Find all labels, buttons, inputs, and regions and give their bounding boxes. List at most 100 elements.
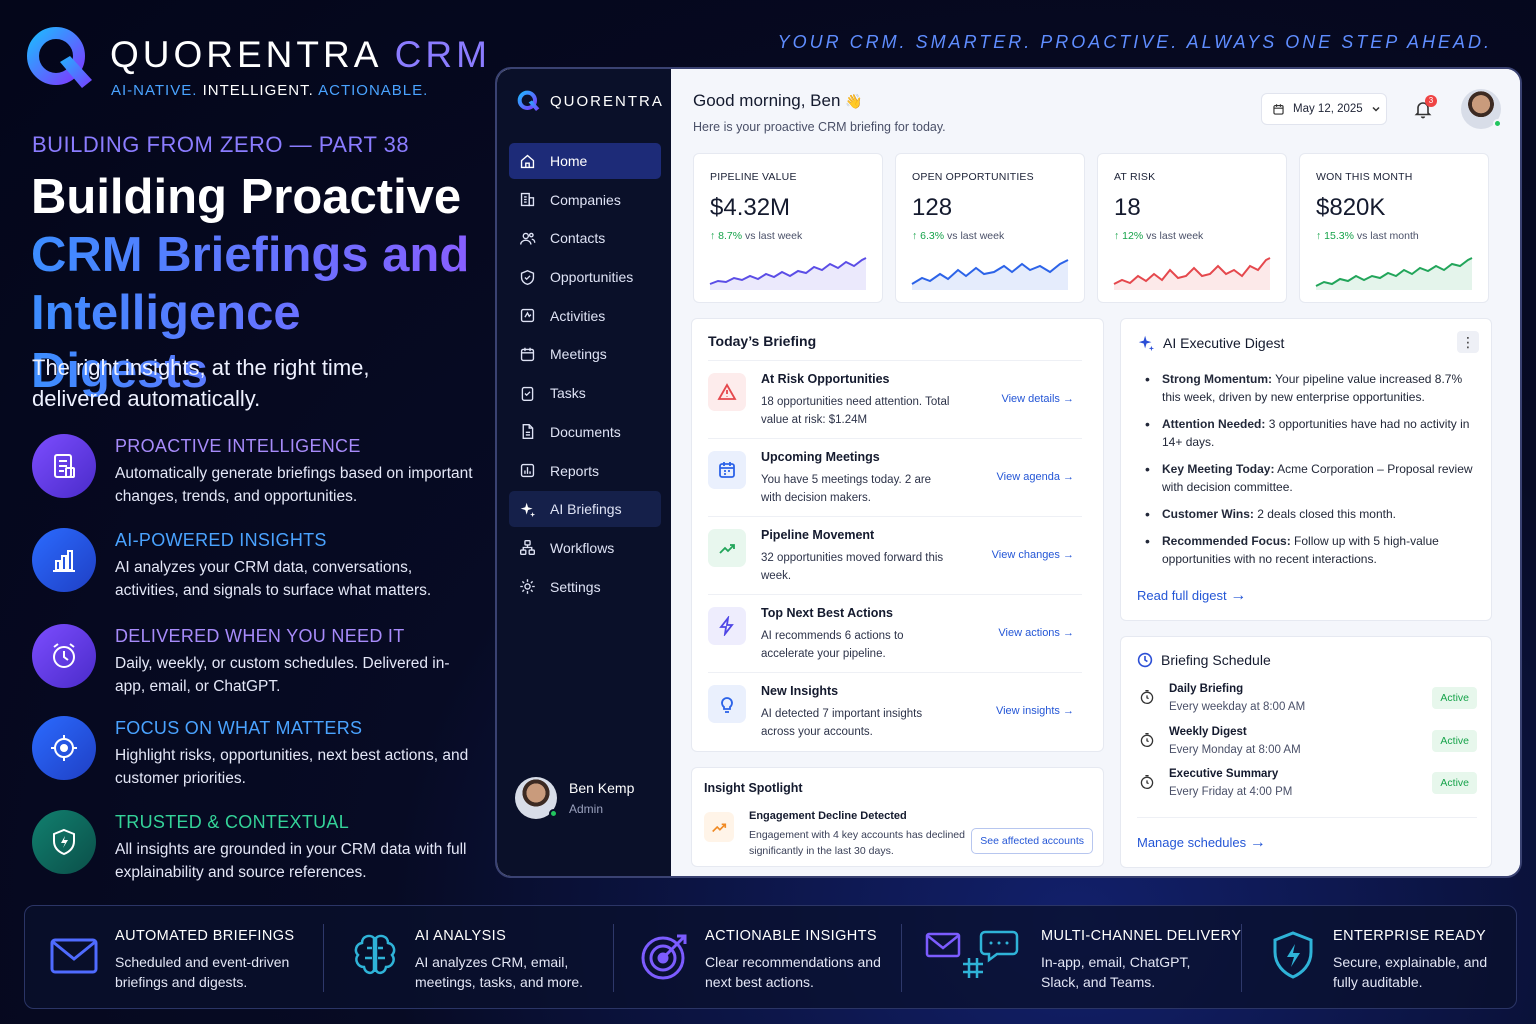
briefing-row-at-risk: At Risk Opportunities 18 opportunities n…	[708, 360, 1082, 438]
divider	[613, 924, 614, 992]
view-details-link[interactable]: View details →	[1001, 393, 1074, 405]
kpi-won-this-month[interactable]: WON THIS MONTH $820K ↑ 15.3% vs last mon…	[1299, 153, 1489, 303]
arrow-right-icon: →	[1230, 587, 1247, 604]
notifications-button[interactable]: 3	[1413, 95, 1437, 121]
chevron-down-icon	[1372, 106, 1380, 112]
briefing-row-title: Top Next Best Actions	[761, 606, 893, 620]
briefing-row-pipeline: Pipeline Movement 32 opportunities moved…	[708, 516, 1082, 594]
target-icon	[32, 716, 96, 780]
see-affected-accounts-button[interactable]: See affected accounts	[971, 828, 1093, 854]
manage-schedules-link[interactable]: Manage schedules →	[1137, 834, 1266, 851]
timer-icon	[1140, 774, 1154, 790]
sidebar-item-ai-briefings[interactable]: AI Briefings	[509, 491, 661, 528]
sparkline-chart	[1315, 257, 1473, 290]
schedule-row-daily[interactable]: Daily Briefing Every weekday at 8:00 AM …	[1137, 683, 1477, 725]
view-insights-link[interactable]: View insights →	[995, 705, 1074, 717]
briefing-schedule-card: Briefing Schedule Daily Briefing Every w…	[1120, 636, 1492, 868]
card-title: Today’s Briefing	[708, 333, 817, 349]
schedule-when: Every weekday at 8:00 AM	[1169, 701, 1306, 713]
kpi-value: $4.32M	[710, 194, 791, 221]
divider	[323, 924, 324, 992]
strip-title: MULTI-CHANNEL DELIVERY	[1041, 928, 1242, 944]
ai-executive-digest-card: AI Executive Digest ⋮ Strong Momentum: Y…	[1120, 318, 1492, 621]
envelope-icon	[50, 938, 98, 974]
list-item: Attention Needed: 3 opportunities have h…	[1145, 415, 1481, 451]
feature-ai-powered-insights: AI-POWERED INSIGHTS AI analyzes your CRM…	[32, 528, 472, 608]
sidebar-item-opportunities[interactable]: Opportunities	[509, 259, 661, 295]
status-badge: Active	[1432, 687, 1477, 709]
sidebar: QUORENTRA Home Companies Contacts Opport…	[497, 69, 671, 876]
alarm-clock-icon	[32, 624, 96, 688]
sidebar-item-contacts[interactable]: Contacts	[509, 220, 661, 256]
trend-up-icon	[708, 529, 746, 567]
schedule-title: Executive Summary	[1169, 768, 1279, 780]
header-tagline: YOUR CRM. SMARTER. PROACTIVE. ALWAYS ONE…	[777, 32, 1492, 52]
view-agenda-link[interactable]: View agenda →	[996, 471, 1074, 483]
view-actions-link[interactable]: View actions →	[998, 627, 1074, 639]
kpi-pipeline-value[interactable]: PIPELINE VALUE $4.32M ↑ 8.7% vs last wee…	[693, 153, 883, 303]
kpi-at-risk[interactable]: AT RISK 18 ↑ 12% vs last week	[1097, 153, 1287, 303]
sidebar-item-meetings[interactable]: Meetings	[509, 336, 661, 372]
feature-delivered-when-you-need-it: DELIVERED WHEN YOU NEED IT Daily, weekly…	[32, 624, 472, 704]
feature-proactive-intelligence: PROACTIVE INTELLIGENCE Automatically gen…	[32, 434, 473, 514]
warning-icon	[708, 373, 746, 411]
kpi-label: WON THIS MONTH	[1316, 171, 1413, 183]
kpi-value: $820K	[1316, 194, 1386, 221]
sidebar-item-reports[interactable]: Reports	[509, 453, 661, 489]
shield-check-icon	[520, 269, 535, 285]
read-full-digest-link[interactable]: Read full digest →	[1137, 587, 1247, 604]
sidebar-nav: Home Companies Contacts Opportunities Ac…	[509, 143, 661, 607]
greeting: Good morning, Ben 👋	[693, 91, 863, 110]
target-arrow-icon	[641, 934, 687, 980]
notification-count-badge: 3	[1425, 95, 1437, 107]
sparkle-icon	[520, 502, 536, 517]
more-options-icon[interactable]: ⋮	[1457, 331, 1479, 353]
list-item: Customer Wins: 2 deals closed this month…	[1145, 505, 1481, 523]
strip-desc: AI analyzes CRM, email, meetings, tasks,…	[415, 954, 584, 990]
shield-icon	[32, 810, 96, 874]
workflow-icon	[520, 540, 535, 556]
schedule-when: Every Monday at 8:00 AM	[1169, 744, 1301, 756]
arrow-right-icon: →	[1249, 834, 1266, 851]
schedule-row-weekly[interactable]: Weekly Digest Every Monday at 8:00 AM Ac…	[1137, 726, 1477, 768]
schedule-row-executive[interactable]: Executive Summary Every Friday at 4:00 P…	[1137, 768, 1477, 810]
sidebar-item-documents[interactable]: Documents	[509, 414, 661, 450]
timer-icon	[1140, 732, 1154, 748]
gear-icon	[520, 579, 535, 594]
sidebar-item-settings[interactable]: Settings	[509, 569, 661, 605]
spotlight-desc: Engagement with 4 key accounts has decli…	[749, 829, 965, 857]
sidebar-item-home[interactable]: Home	[509, 143, 661, 179]
view-changes-link[interactable]: View changes →	[991, 549, 1074, 561]
strip-desc: Clear recommendations and next best acti…	[705, 954, 881, 990]
sparkline-chart	[911, 259, 1069, 290]
bar-chart-icon	[32, 528, 96, 592]
kpi-open-opportunities[interactable]: OPEN OPPORTUNITIES 128 ↑ 6.3% vs last we…	[895, 153, 1085, 303]
brand-logo-icon	[517, 90, 540, 111]
list-item: Recommended Focus: Follow up with 5 high…	[1145, 532, 1481, 568]
brand-logo-icon	[27, 27, 92, 88]
sidebar-item-activities[interactable]: Activities	[509, 298, 661, 334]
sidebar-logo[interactable]: QUORENTRA	[516, 89, 664, 113]
clock-icon	[1137, 652, 1153, 668]
feature-trusted-contextual: TRUSTED & CONTEXTUAL All insights are gr…	[32, 810, 472, 890]
briefing-row-desc: You have 5 meetings today. 2 are with de…	[761, 474, 932, 504]
top-avatar[interactable]	[1461, 89, 1502, 129]
strip-title: AUTOMATED BRIEFINGS	[115, 928, 295, 944]
date-picker[interactable]: May 12, 2025	[1261, 93, 1387, 125]
schedule-title: Weekly Digest	[1169, 726, 1247, 738]
wave-emoji-icon: 👋	[845, 93, 863, 109]
sidebar-item-tasks[interactable]: Tasks	[509, 375, 661, 411]
feature-focus-on-what-matters: FOCUS ON WHAT MATTERS Highlight risks, o…	[32, 716, 472, 796]
timer-icon	[1140, 689, 1154, 705]
sidebar-item-workflows[interactable]: Workflows	[509, 530, 661, 566]
briefing-row-insights: New Insights AI detected 7 important ins…	[708, 672, 1082, 750]
sidebar-item-companies[interactable]: Companies	[509, 182, 661, 218]
brand-tagline: AI-NATIVE. INTELLIGENT. ACTIONABLE.	[111, 82, 429, 99]
brain-icon	[354, 934, 396, 975]
list-item: Strong Momentum: Your pipeline value inc…	[1145, 370, 1481, 406]
card-title: Briefing Schedule	[1137, 652, 1271, 668]
app-window: QUORENTRA Home Companies Contacts Opport…	[495, 67, 1522, 878]
user-profile[interactable]: Ben Kemp Admin	[515, 777, 634, 819]
clipboard-icon	[521, 386, 534, 401]
activity-icon	[520, 309, 535, 323]
